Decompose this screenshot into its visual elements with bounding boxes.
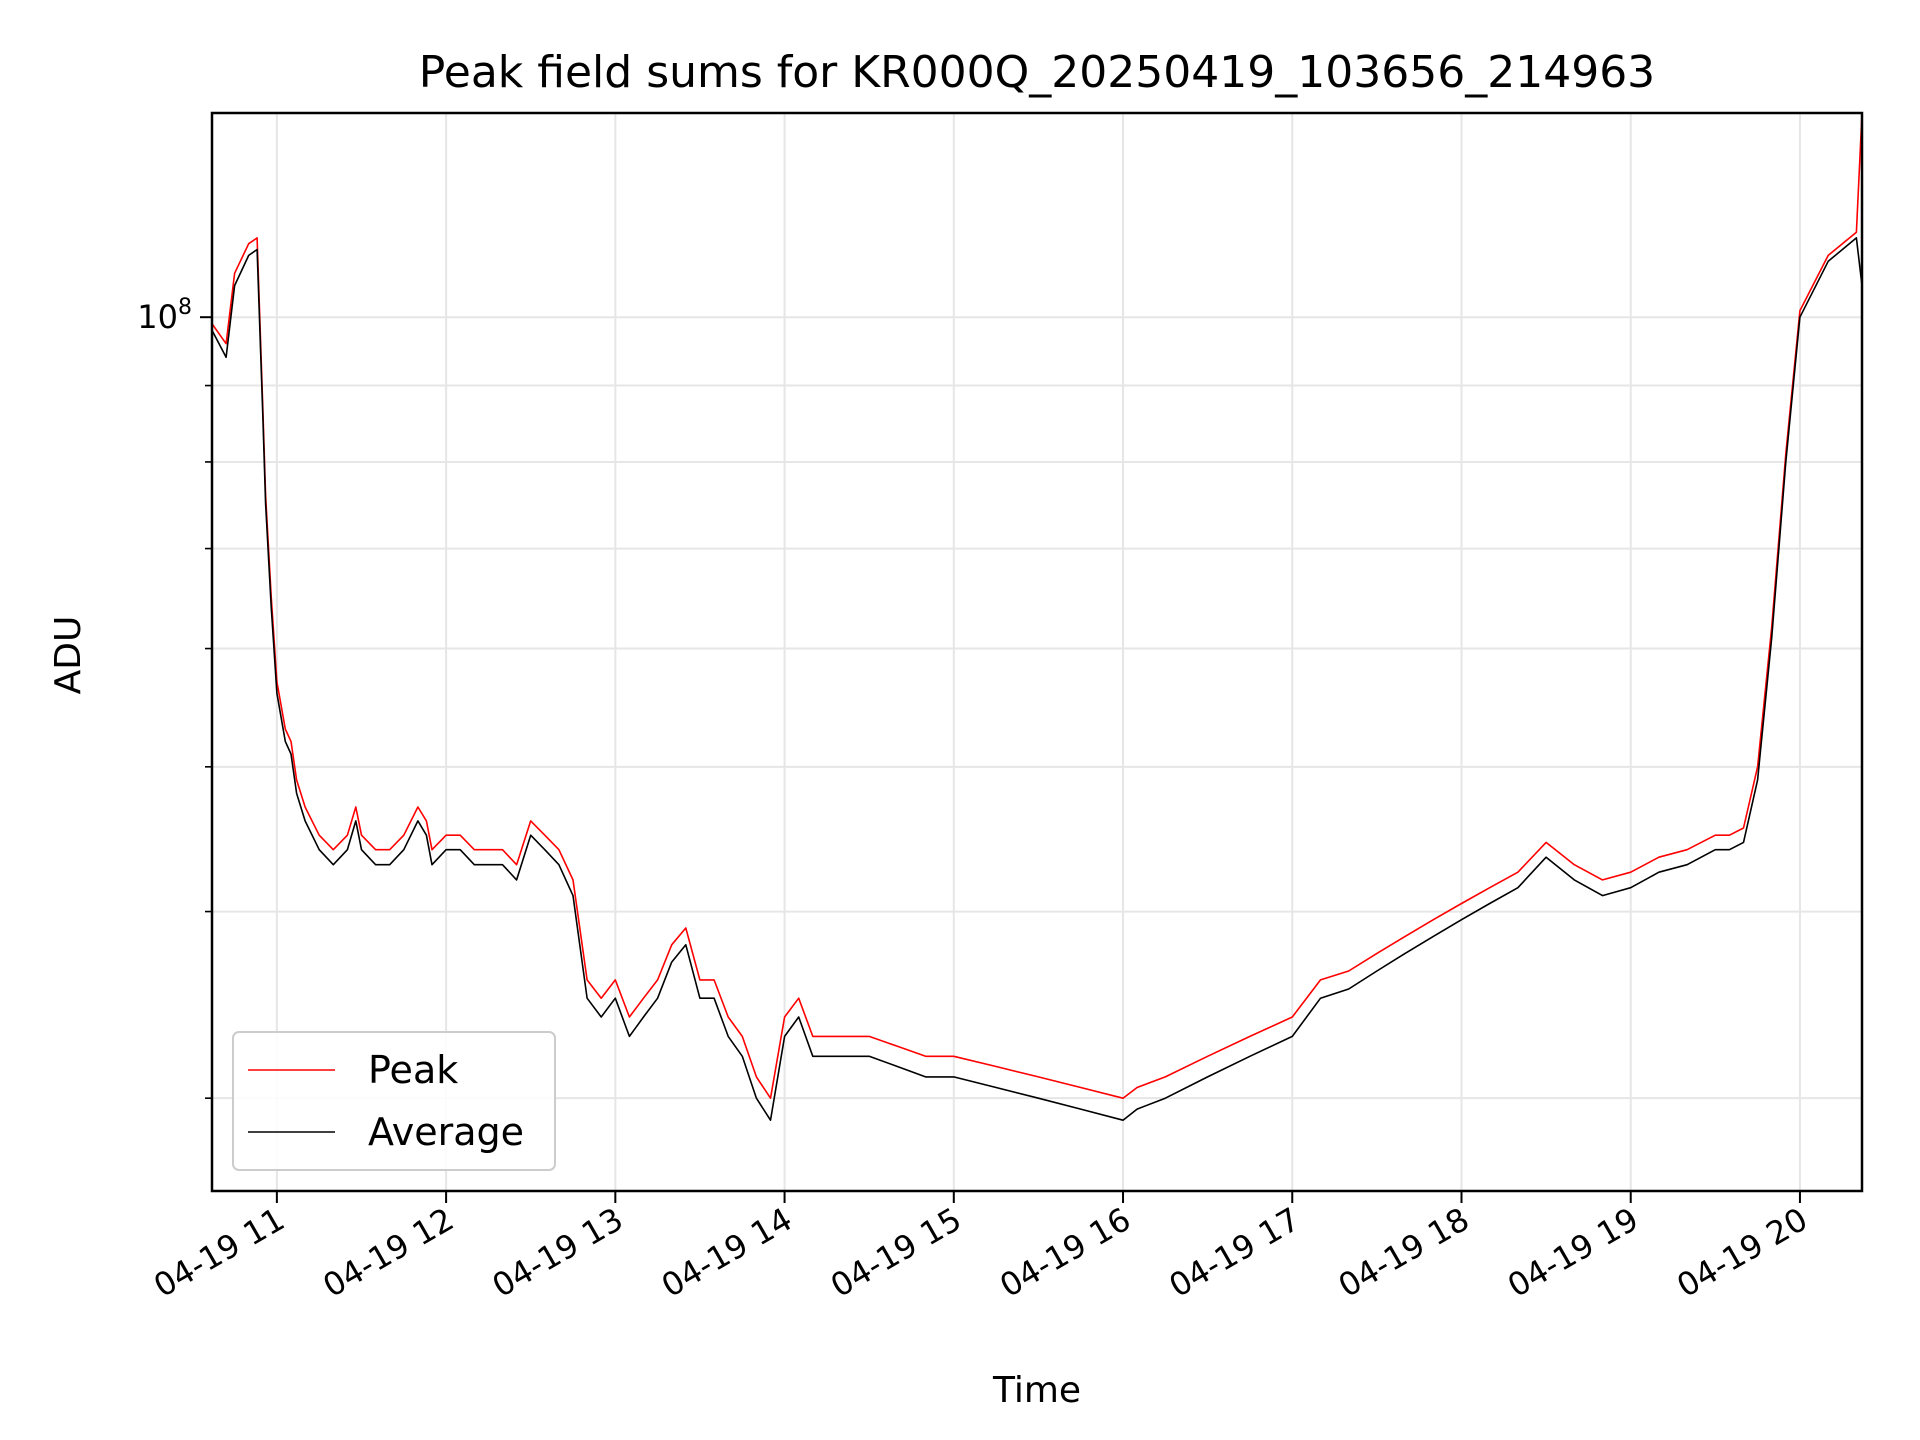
- series-line-average: [212, 237, 1862, 1121]
- legend: Peak Average: [232, 1031, 556, 1171]
- y-axis: 108: [137, 295, 212, 1099]
- series-line-peak: [212, 113, 1862, 1099]
- series-layer: [212, 113, 1862, 1121]
- x-axis-label: Time: [992, 1370, 1081, 1411]
- chart-title: Peak field sums for KR000Q_20250419_1036…: [419, 47, 1655, 98]
- y-axis-label: ADU: [48, 616, 89, 695]
- plot-frame: [210, 111, 1864, 1193]
- y-tick-label: 108: [137, 295, 192, 336]
- legend-label-average: Average: [368, 1110, 524, 1154]
- legend-label-peak: Peak: [368, 1048, 458, 1092]
- legend-box: [232, 1031, 556, 1171]
